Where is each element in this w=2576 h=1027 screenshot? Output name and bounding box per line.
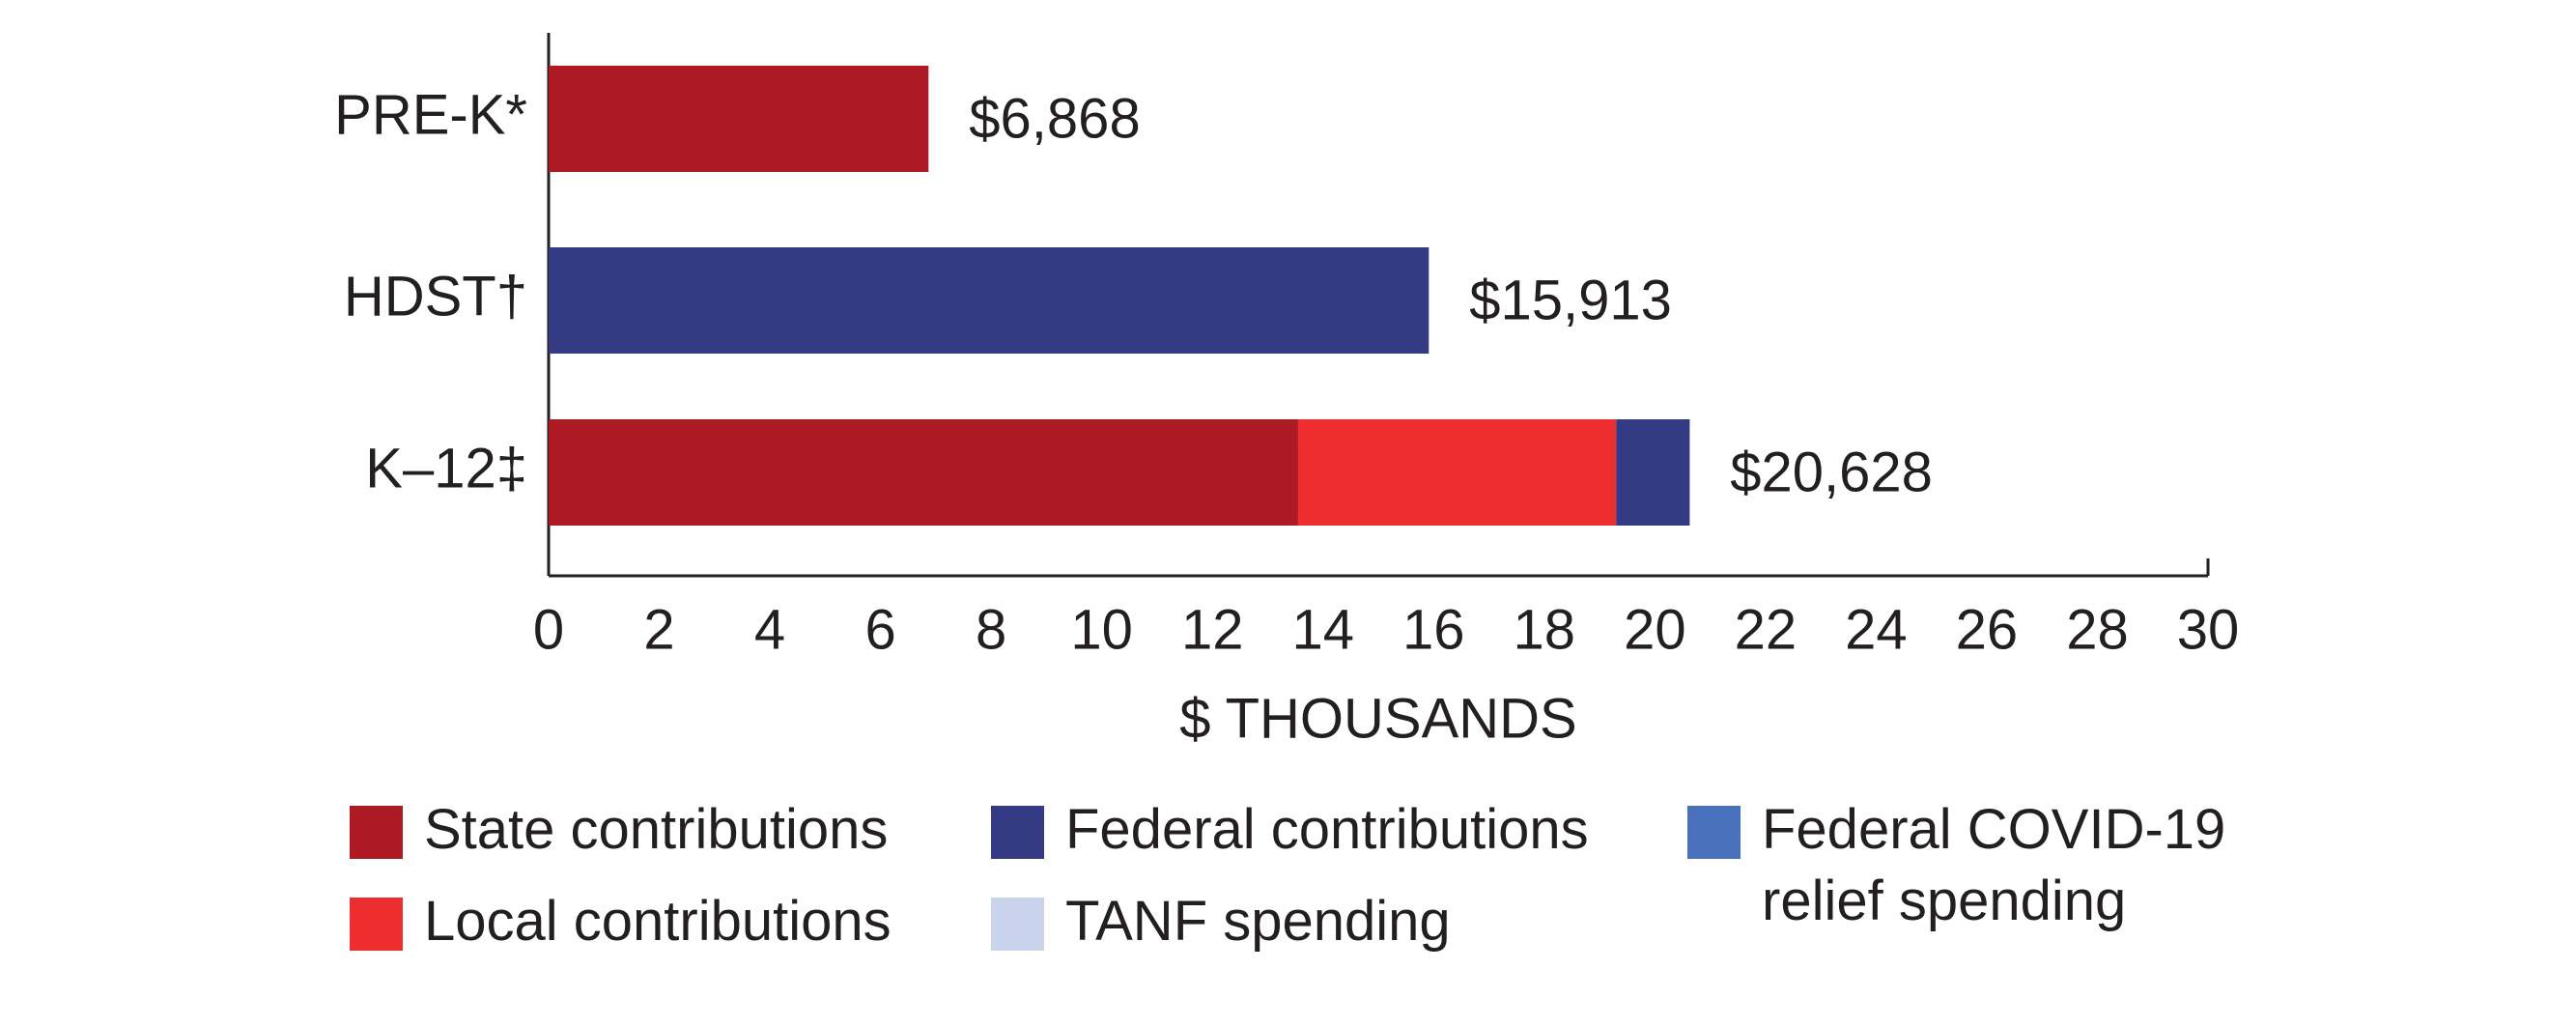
x-tick-label: 26	[1956, 598, 2019, 661]
total-label: $15,913	[1469, 269, 1672, 331]
x-tick-label: 0	[533, 598, 564, 661]
x-tick-label: 10	[1070, 598, 1133, 661]
legend-label: Local contributions	[424, 890, 892, 953]
total-label: $6,868	[969, 87, 1140, 150]
x-tick-label: 18	[1514, 598, 1576, 661]
bar-segment	[549, 247, 1430, 354]
x-tick-label: 14	[1291, 598, 1354, 661]
legend-item: State contributions	[350, 798, 888, 866]
bar-segment	[549, 66, 929, 172]
x-tick-label: 4	[754, 598, 785, 661]
legend-swatch	[991, 898, 1044, 951]
x-tick-label: 12	[1181, 598, 1244, 661]
bar-segment	[549, 419, 1298, 526]
x-tick-label: 8	[976, 598, 1006, 661]
x-tick-label: 2	[643, 598, 674, 661]
x-tick-label: 30	[2177, 598, 2240, 661]
legend-label: Federal COVID-19 relief spending	[1762, 798, 2226, 932]
x-tick-label: 22	[1735, 598, 1798, 661]
legend-item: Federal contributions	[991, 798, 1589, 866]
x-tick-label: 24	[1845, 598, 1908, 661]
y-tick-label: HDST†	[344, 265, 527, 328]
legend-item: Federal COVID-19 relief spending	[1687, 798, 2283, 937]
y-tick-label: K–12‡	[365, 437, 527, 499]
x-tick-label: 28	[2066, 598, 2129, 661]
legend-label: State contributions	[424, 798, 889, 861]
x-tick-label: 20	[1624, 598, 1686, 661]
bar-segment	[1616, 419, 1690, 526]
legend-swatch	[350, 898, 403, 951]
legend-item: Local contributions	[350, 890, 892, 957]
legend-swatch	[991, 806, 1044, 859]
legend-swatch	[1687, 806, 1741, 859]
y-tick-label: PRE-K*	[334, 83, 527, 146]
legend-label: Federal contributions	[1065, 798, 1589, 861]
x-tick-label: 6	[864, 598, 895, 661]
legend-swatch	[350, 806, 403, 859]
bar-segment	[1297, 419, 1617, 526]
legend-label: TANF spending	[1065, 890, 1451, 953]
x-tick-label: 16	[1402, 598, 1465, 661]
total-label: $20,628	[1730, 441, 1933, 503]
legend-item: TANF spending	[991, 890, 1451, 957]
x-axis-title: $ THOUSANDS	[1179, 687, 1576, 750]
